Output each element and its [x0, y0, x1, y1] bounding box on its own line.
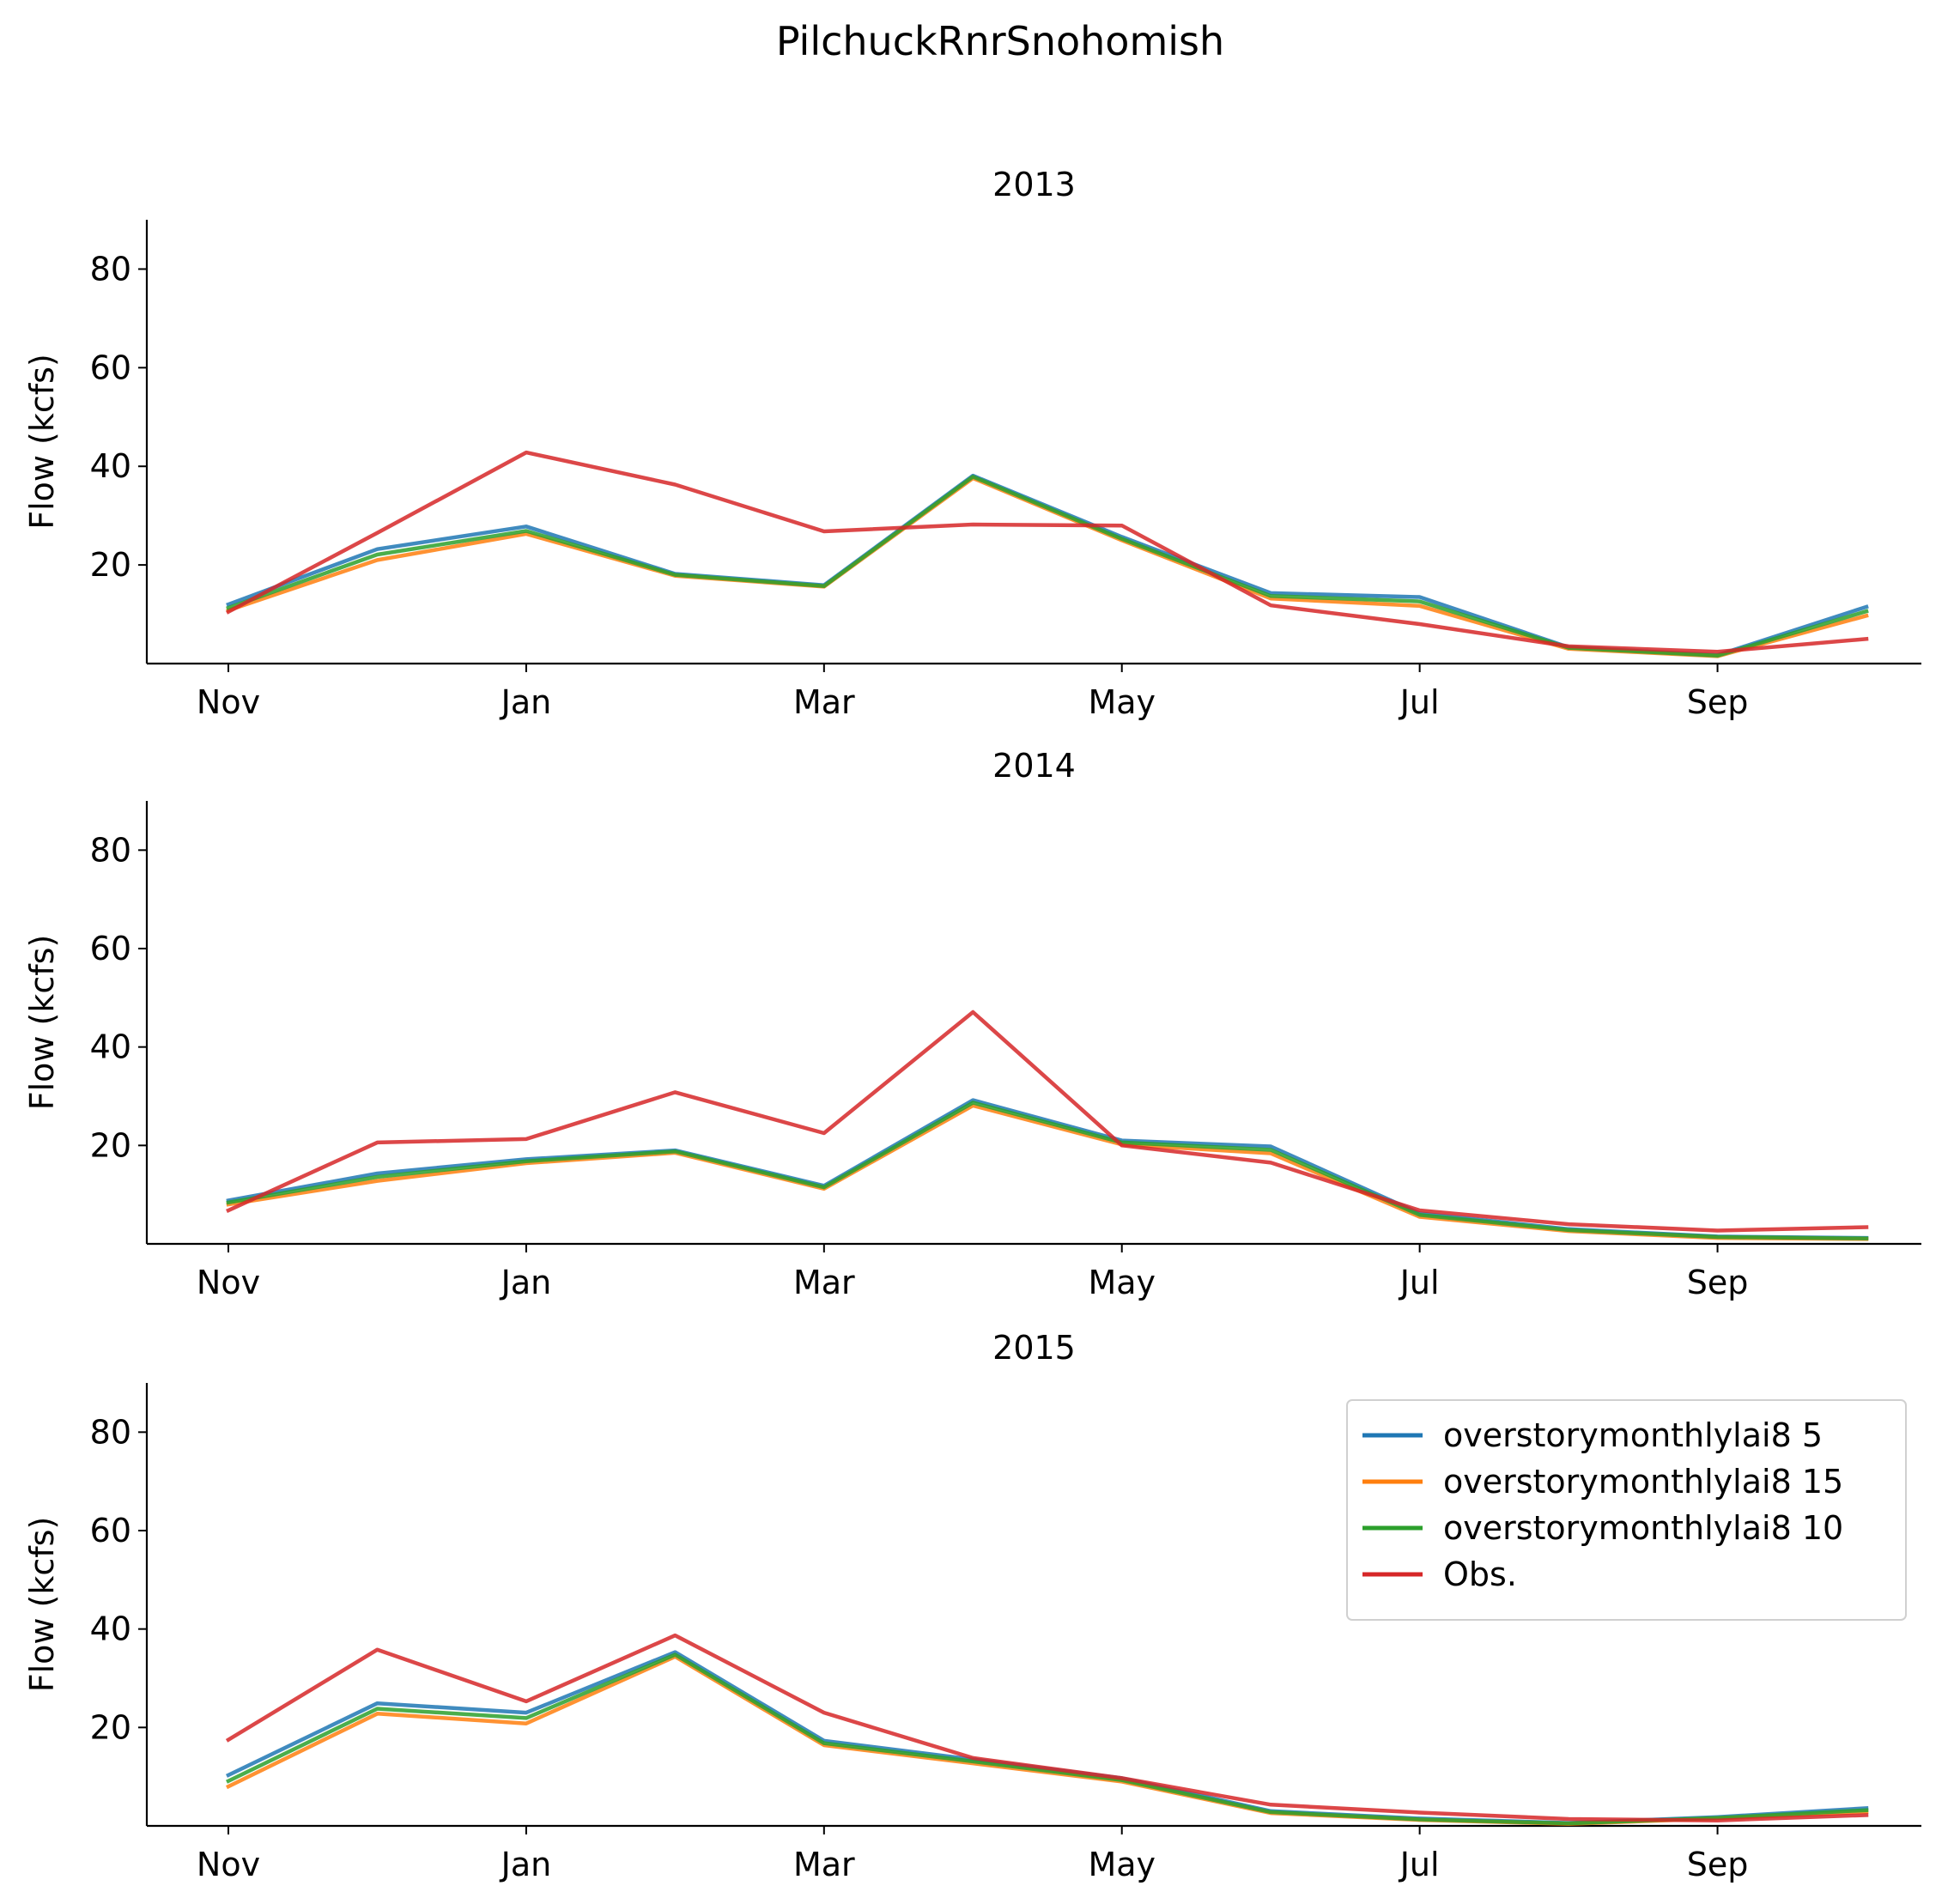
- series-line-overstorymonthlylai8-5: [226, 473, 1869, 658]
- legend-entry-label: overstorymonthlylai8 15: [1443, 1463, 1843, 1501]
- panel-2015: 2015 20 40 60 80 Nov Jan Mar May Jul Sep Flow (kcfs…: [23, 1329, 1921, 1883]
- x-tick-label: Jan: [500, 683, 552, 721]
- series-line-overstorymonthlylai8-10: [226, 1101, 1869, 1240]
- series-line-obs-: [226, 1010, 1869, 1233]
- y-tick-label: 60: [90, 349, 131, 386]
- y-tick-label: 60: [90, 1512, 131, 1549]
- y-tick-label: 80: [90, 1413, 131, 1451]
- x-tick-label: May: [1088, 1264, 1156, 1301]
- y-tick-label: 20: [90, 1126, 131, 1164]
- x-tick-label: Jan: [500, 1846, 552, 1883]
- y-axis-label: Flow (kcfs): [23, 354, 61, 530]
- x-tick-label: May: [1088, 1846, 1156, 1883]
- series-line-overstorymonthlylai8-10: [226, 475, 1869, 658]
- panel-2013: 2013 20 40 60 80 Nov Jan Mar May Jul Sep Flow (kcfs…: [23, 166, 1921, 721]
- panels-group: 2013 20 40 60 80 Nov Jan Mar May Jul Sep Flow (kcfs…: [23, 166, 1921, 1883]
- legend-entry-label: overstorymonthlylai8 5: [1443, 1416, 1823, 1454]
- series-line-overstorymonthlylai8-5: [225, 1650, 1869, 1825]
- x-tick-label: Sep: [1687, 1264, 1749, 1301]
- panel-title: 2015: [992, 1329, 1076, 1367]
- panel-title: 2014: [992, 747, 1076, 785]
- x-tick-label: Jul: [1399, 683, 1440, 721]
- x-tick-label: Mar: [793, 1264, 855, 1301]
- y-tick-label: 60: [90, 930, 131, 967]
- series-line-obs-: [225, 1633, 1869, 1822]
- legend-entry-label: overstorymonthlylai8 10: [1443, 1509, 1843, 1547]
- x-tick-label: Nov: [197, 683, 260, 721]
- panel-2014: 2014 20 40 60 80 Nov Jan Mar May Jul Sep Flow (kcfs…: [23, 747, 1921, 1301]
- y-tick-label: 40: [90, 447, 131, 485]
- y-tick-label: 80: [90, 250, 131, 288]
- y-tick-label: 40: [90, 1610, 131, 1648]
- series-line-overstorymonthlylai8-10: [225, 1652, 1869, 1826]
- y-axis-label: Flow (kcfs): [23, 935, 61, 1111]
- x-tick-label: Jan: [500, 1264, 552, 1301]
- y-tick-label: 40: [90, 1028, 131, 1066]
- y-tick-label: 20: [90, 546, 131, 584]
- x-tick-label: Sep: [1687, 683, 1749, 721]
- legend-entry-label: Obs.: [1443, 1555, 1517, 1593]
- x-tick-label: Jul: [1399, 1264, 1440, 1301]
- legend-frame: [1346, 1399, 1907, 1621]
- x-tick-label: Nov: [197, 1264, 260, 1301]
- legend: overstorymonthlylai8 5 overstorymonthlyla…: [1346, 1399, 1907, 1621]
- y-axis-label: Flow (kcfs): [23, 1517, 61, 1693]
- x-tick-label: Nov: [197, 1846, 260, 1883]
- y-tick-label: 80: [90, 831, 131, 869]
- y-tick-label: 20: [90, 1708, 131, 1746]
- panel-title: 2013: [992, 166, 1076, 203]
- figure-title: PilchuckRnrSnohomish: [776, 18, 1224, 64]
- x-tick-label: Mar: [793, 1846, 855, 1883]
- x-tick-label: Mar: [793, 683, 855, 721]
- x-tick-label: Jul: [1399, 1846, 1440, 1883]
- series-line-obs-: [225, 450, 1869, 654]
- series-line-overstorymonthlylai8-15: [226, 1103, 1869, 1241]
- x-tick-label: May: [1088, 683, 1156, 721]
- x-tick-label: Sep: [1687, 1846, 1749, 1883]
